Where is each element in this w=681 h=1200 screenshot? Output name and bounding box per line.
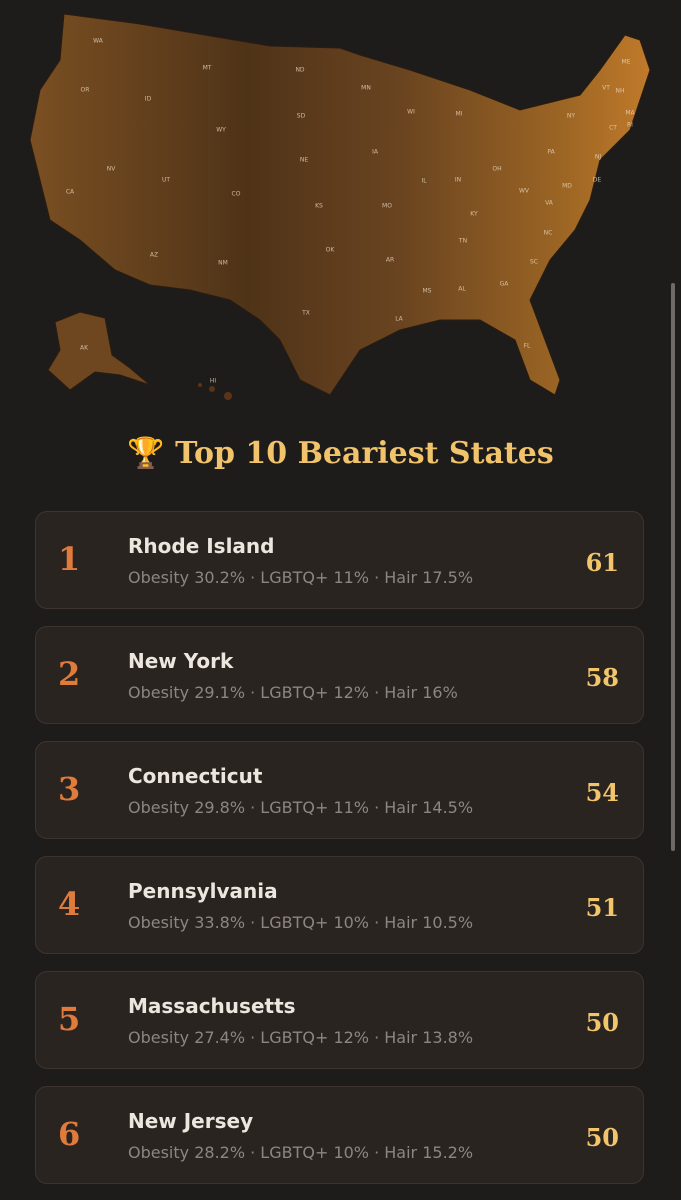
state-label: NY xyxy=(567,113,575,120)
state-label: HI xyxy=(210,378,217,385)
score: 58 xyxy=(585,663,619,692)
state-label: CO xyxy=(232,191,241,198)
state-stats: Obesity 29.1% · LGBTQ+ 12% · Hair 16% xyxy=(128,683,458,702)
state-label: MO xyxy=(382,203,392,210)
hawaii xyxy=(198,383,232,400)
state-label: MS xyxy=(423,288,432,295)
us-map: WA OR CA NV ID MT WY UT CO AZ NM ND SD NE KS OK TX MN IA MO… xyxy=(29,13,651,400)
state-label: SC xyxy=(530,259,538,266)
rank: 4 xyxy=(58,885,81,923)
state-label: ND xyxy=(295,67,304,74)
score: 50 xyxy=(585,1123,619,1152)
state-name: Massachusetts xyxy=(128,994,296,1018)
state-label: NM xyxy=(218,260,228,267)
state-name: New York xyxy=(128,649,234,673)
score: 54 xyxy=(585,778,619,807)
state-name: Rhode Island xyxy=(128,534,275,558)
state-label: VA xyxy=(545,200,554,207)
state-label: VT xyxy=(602,85,610,92)
rank: 2 xyxy=(58,655,81,693)
rank: 5 xyxy=(58,1000,81,1038)
state-label: IL xyxy=(421,178,427,185)
state-label: RI xyxy=(627,122,633,129)
state-label: KY xyxy=(470,211,478,218)
state-label: MD xyxy=(562,183,572,190)
state-label: DE xyxy=(593,177,602,184)
state-card: 4 Pennsylvania Obesity 33.8% · LGBTQ+ 10% … xyxy=(35,856,644,954)
state-label: AZ xyxy=(150,252,158,259)
state-stats: Obesity 28.2% · LGBTQ+ 10% · Hair 15.2% xyxy=(128,1143,474,1162)
alaska xyxy=(47,311,151,391)
state-label: MT xyxy=(203,65,212,72)
state-name: New Jersey xyxy=(128,1109,254,1133)
state-label: NE xyxy=(300,157,308,164)
state-label: OH xyxy=(492,166,501,173)
state-card: 2 New York Obesity 29.1% · LGBTQ+ 12% · Ha… xyxy=(35,626,644,724)
state-label: MI xyxy=(456,111,463,118)
state-card: 1 Rhode Island Obesity 30.2% · LGBTQ+ 11% … xyxy=(35,511,644,609)
state-label: GA xyxy=(500,281,510,288)
state-label: CT xyxy=(609,125,617,132)
state-stats: Obesity 33.8% · LGBTQ+ 10% · Hair 10.5% xyxy=(128,913,474,932)
state-label: MN xyxy=(361,85,371,92)
state-label: WY xyxy=(216,127,226,134)
state-stats: Obesity 30.2% · LGBTQ+ 11% · Hair 17.5% xyxy=(128,568,474,587)
state-label: FL xyxy=(524,343,531,350)
state-label: WI xyxy=(407,109,415,116)
state-stats: Obesity 29.8% · LGBTQ+ 11% · Hair 14.5% xyxy=(128,798,474,817)
state-label: WA xyxy=(93,38,104,45)
state-label: SD xyxy=(297,113,306,120)
state-name: Connecticut xyxy=(128,764,263,788)
state-card: 5 Massachusetts Obesity 27.4% · LGBTQ+ 12%… xyxy=(35,971,644,1069)
state-card: 6 New Jersey Obesity 28.2% · LGBTQ+ 10% · … xyxy=(35,1086,644,1184)
state-stats: Obesity 27.4% · LGBTQ+ 12% · Hair 13.8% xyxy=(128,1028,474,1047)
state-label: MA xyxy=(625,110,635,117)
state-label: LA xyxy=(395,316,403,323)
score: 61 xyxy=(585,548,619,577)
scrollbar xyxy=(671,283,675,851)
state-label: NV xyxy=(107,166,116,173)
state-label: ID xyxy=(145,96,152,103)
rank: 3 xyxy=(58,770,81,808)
state-label: UT xyxy=(162,177,170,184)
state-label: PA xyxy=(547,149,555,156)
state-label: IN xyxy=(455,177,461,184)
state-label: AL xyxy=(458,286,466,293)
state-label: OR xyxy=(81,87,90,94)
mainland xyxy=(29,13,651,396)
state-label: OK xyxy=(326,247,336,254)
state-label: TN xyxy=(458,238,467,245)
rank: 6 xyxy=(58,1115,81,1153)
score: 51 xyxy=(585,893,619,922)
state-label: TX xyxy=(301,310,310,317)
score: 50 xyxy=(585,1008,619,1037)
state-label: NH xyxy=(616,88,625,95)
rank: 1 xyxy=(58,540,81,578)
state-label: KS xyxy=(315,203,323,210)
state-label: AR xyxy=(386,257,394,264)
state-label: WV xyxy=(519,188,530,195)
state-card: 3 Connecticut Obesity 29.8% · LGBTQ+ 11% ·… xyxy=(35,741,644,839)
state-label: NJ xyxy=(595,154,601,161)
title: 🏆 Top 10 Beariest States xyxy=(127,436,554,471)
state-label: ME xyxy=(622,59,631,66)
state-name: Pennsylvania xyxy=(128,879,278,903)
state-label: IA xyxy=(372,149,379,156)
state-label: NC xyxy=(544,230,553,237)
state-label: CA xyxy=(66,189,75,196)
state-label: AK xyxy=(80,345,89,352)
